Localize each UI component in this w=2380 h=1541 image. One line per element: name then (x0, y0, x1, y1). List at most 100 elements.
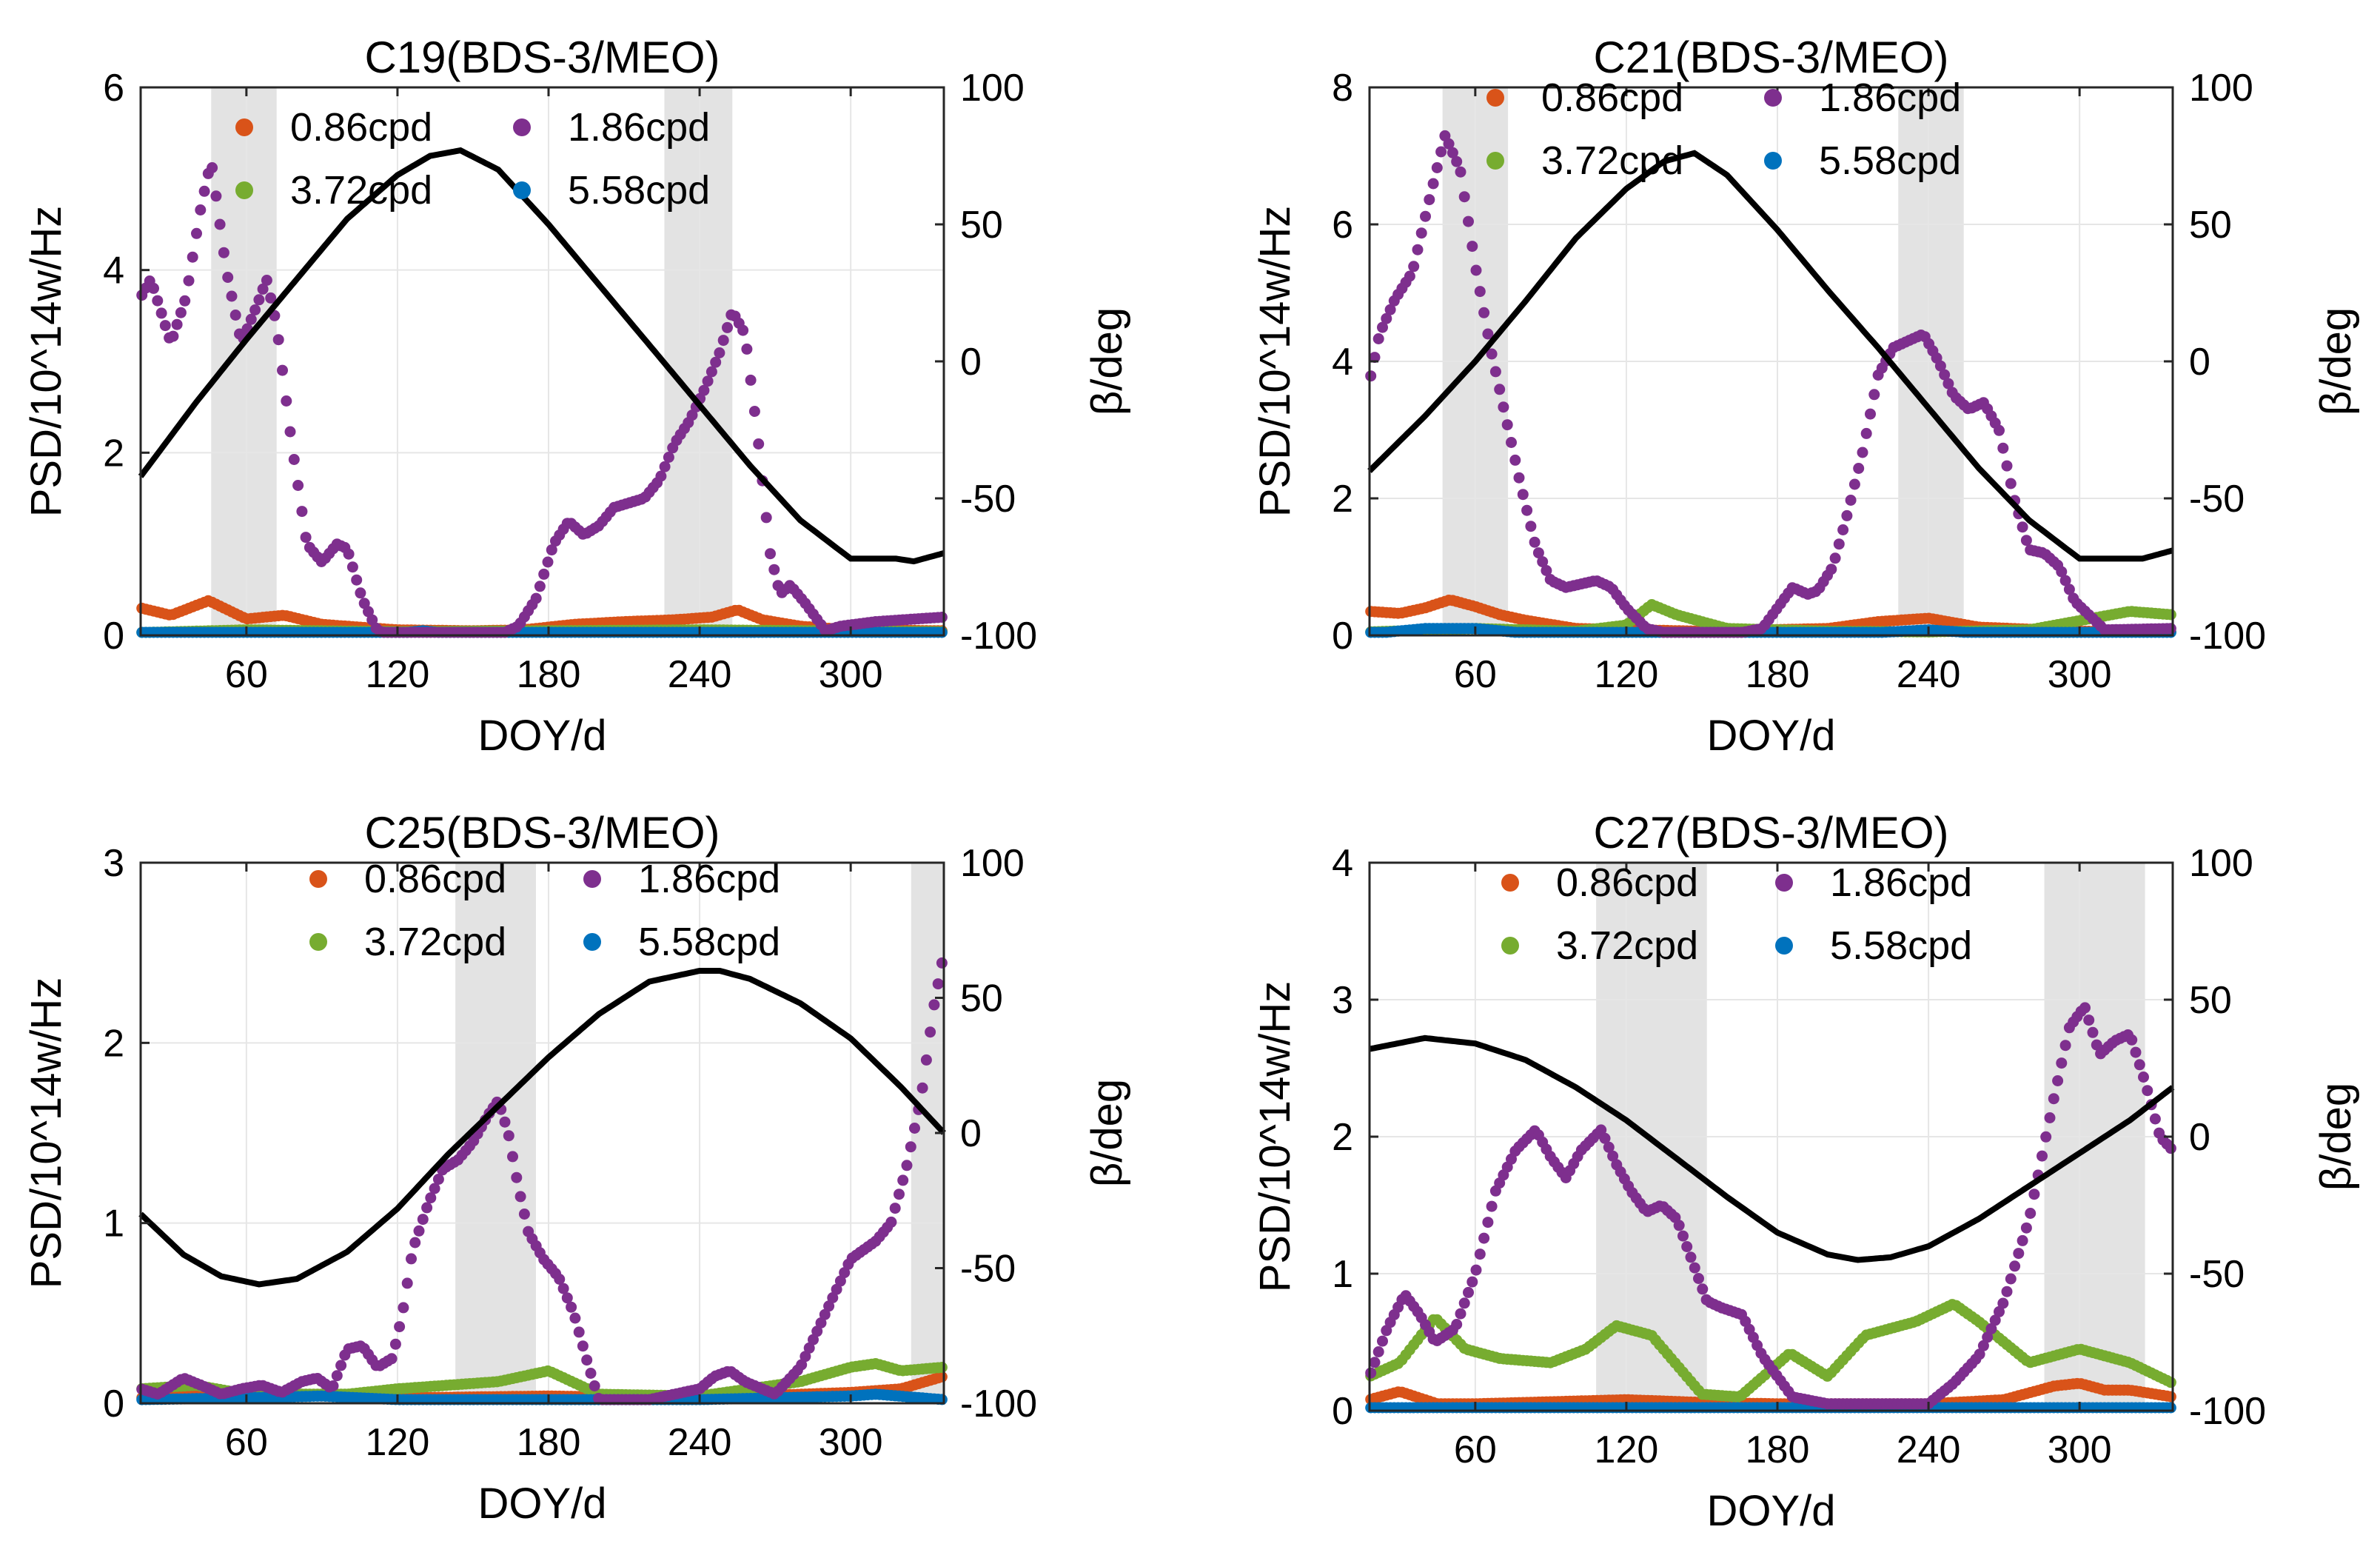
data-point (1868, 389, 1880, 401)
legend-label-5-58cpd: 5.58cpd (568, 168, 710, 213)
data-point (429, 1183, 440, 1194)
data-point (2133, 1059, 2145, 1071)
y-right-axis-label: β/deg (2312, 1083, 2360, 1191)
data-point (1693, 1273, 1704, 1284)
data-point (335, 1360, 347, 1371)
legend-marker-0-86cpd (309, 870, 327, 888)
data-point (831, 1283, 842, 1295)
data-point (800, 1351, 811, 1363)
legend: 0.86cpd 1.86cpd 3.72cpd 5.58cpd (1501, 860, 1972, 968)
legend-label-0-86cpd: 0.86cpd (1541, 76, 1683, 120)
data-point (1689, 1262, 1700, 1274)
data-point (1474, 286, 1486, 298)
data-point (253, 294, 265, 306)
data-point (1451, 1319, 1463, 1330)
data-point (207, 162, 218, 173)
data-point (229, 310, 241, 321)
data-point (245, 313, 257, 325)
data-point (1603, 1141, 1615, 1153)
chart-title: C25(BDS-3/MEO) (364, 808, 720, 858)
data-point (1934, 360, 1946, 372)
data-point (409, 1237, 421, 1248)
y-right-tick-label: -50 (2189, 478, 2245, 521)
data-point (346, 561, 358, 573)
data-point (710, 356, 722, 368)
data-point (327, 1380, 339, 1391)
data-point (1697, 1283, 1709, 1295)
data-point (1607, 1150, 1619, 1162)
data-point (2079, 1002, 2091, 1014)
data-point (518, 1209, 530, 1220)
data-point (2165, 609, 2176, 621)
data-point (1985, 1323, 1997, 1334)
data-point (1989, 1314, 2001, 1326)
data-point (421, 1202, 433, 1214)
data-point (175, 307, 187, 318)
data-point (1521, 504, 1533, 516)
data-point (1845, 495, 1857, 506)
legend-marker-5-58cpd (1775, 937, 1793, 955)
data-point (355, 587, 366, 599)
data-point (1377, 321, 1388, 333)
data-point (928, 999, 940, 1011)
data-point (753, 438, 765, 449)
data-point (1435, 146, 1447, 158)
data-point (834, 1275, 846, 1287)
legend: 0.86cpd 1.86cpd 3.72cpd 5.58cpd (309, 857, 780, 964)
x-tick-label: 240 (1897, 1428, 1961, 1471)
data-point (1404, 270, 1415, 282)
data-point (1420, 210, 1431, 222)
legend-label-3-72cpd: 3.72cpd (1541, 138, 1683, 183)
y-tick-label: 8 (1332, 67, 1353, 110)
data-point (148, 282, 159, 294)
data-point (2001, 460, 2013, 472)
data-point (1997, 1297, 2009, 1309)
y-tick-label: 0 (103, 1383, 124, 1425)
data-point (1982, 1331, 1994, 1343)
beta-angle-line (1367, 150, 2174, 562)
data-point (284, 426, 296, 438)
data-point (722, 321, 733, 333)
data-point (1501, 419, 1513, 431)
x-axis-label: DOY/d (1706, 712, 1835, 760)
x-tick-label: 240 (668, 1421, 732, 1464)
y-right-tick-label: 0 (2189, 341, 2210, 384)
data-point (2087, 1026, 2099, 1038)
y-right-tick-label: 50 (2189, 979, 2232, 1022)
data-point (1841, 509, 1853, 521)
y-right-tick-label: 100 (960, 842, 1025, 885)
data-point (1681, 1241, 1693, 1252)
data-point (1455, 1308, 1466, 1320)
data-point (1486, 348, 1498, 360)
x-tick-label: 180 (1746, 1428, 1810, 1471)
data-point (1865, 408, 1876, 420)
data-point (2165, 623, 2176, 635)
y-right-tick-label: -100 (960, 615, 1037, 658)
data-point (542, 556, 554, 568)
data-point (581, 1354, 593, 1366)
data-point (1537, 556, 1549, 568)
y-tick-label: 6 (103, 67, 124, 110)
data-point (1466, 1276, 1478, 1288)
y-right-tick-label: 0 (960, 341, 982, 384)
data-point (1974, 1348, 1985, 1360)
data-point (717, 335, 729, 347)
y-axis-label: PSD/10^14w/Hz (1251, 206, 1299, 518)
legend-marker-3-72cpd (309, 933, 327, 951)
data-point (714, 347, 725, 358)
data-point (2059, 575, 2071, 586)
data-point (1486, 1200, 1498, 1212)
data-point (2149, 1113, 2161, 1125)
data-point (936, 612, 948, 623)
y-tick-label: 3 (103, 842, 124, 885)
y-tick-label: 2 (103, 1022, 124, 1065)
data-point (351, 574, 363, 586)
legend-marker-5-58cpd (583, 933, 601, 951)
data-point (1455, 166, 1466, 178)
shaded-region-1 (211, 87, 277, 635)
data-point (2165, 1377, 2176, 1388)
data-point (394, 1321, 406, 1333)
data-point (2063, 584, 2075, 595)
chart-panel-4: 60 120 180 240 300 0 1 2 3 4 -100 -50 0 50 100 C27(BDS-… (1251, 808, 2360, 1535)
